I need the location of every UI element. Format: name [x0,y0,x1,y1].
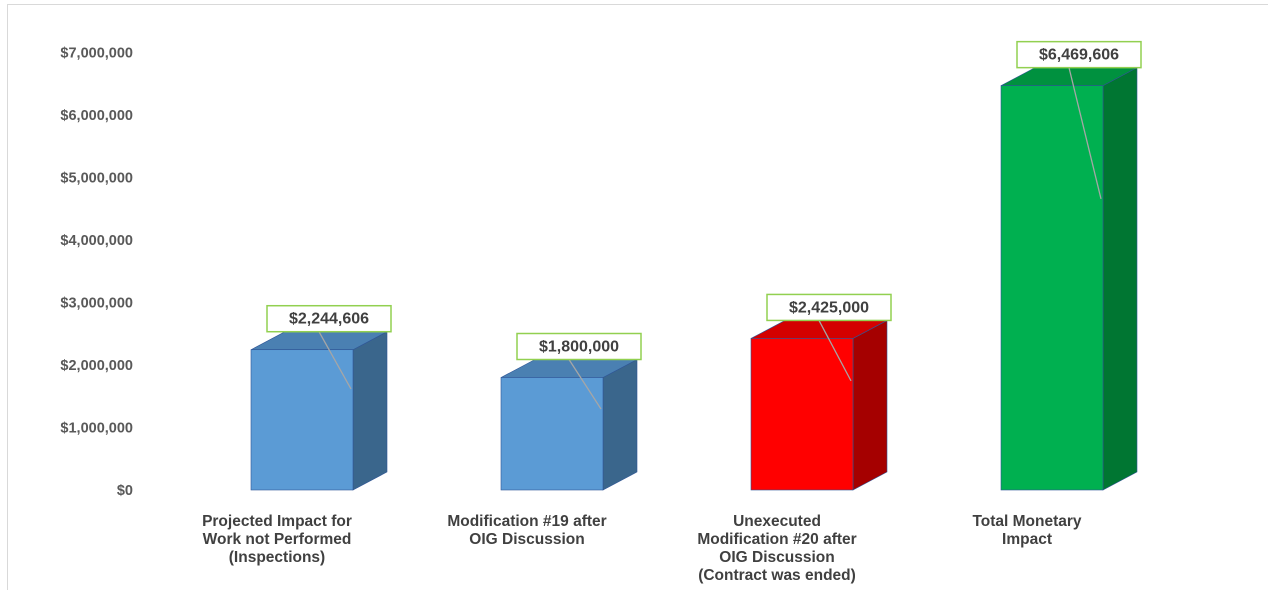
data-label-box [266,304,392,333]
data-label: $2,425,000 [789,299,869,316]
bar-group: $1,800,000 [500,332,642,491]
category-label: Total Monetary Impact [972,513,1081,548]
bar-side [602,359,638,491]
bar [500,377,604,491]
y-tick-label: $6,000,000 [60,108,133,124]
data-label: $6,469,606 [1039,47,1119,64]
data-label-box [516,332,642,361]
y-tick-label: $4,000,000 [60,233,133,249]
bar-group: $6,469,606 [1000,40,1142,491]
leader-line [318,331,352,390]
category-label: Modification #19 after OIG Discussion [447,513,606,548]
leader-line [568,359,602,410]
category-label: Unexecuted Modification #20 after OIG Disc… [697,513,856,584]
data-label-box [1016,40,1142,69]
y-tick-label: $7,000,000 [60,46,133,62]
leader-line [1068,67,1102,200]
bar-side [852,319,888,491]
bar-group: $2,425,000 [750,293,892,491]
bar [1000,85,1104,491]
data-label: $1,800,000 [539,339,619,356]
y-tick-label: $0 [117,483,133,499]
y-tick-label: $5,000,000 [60,171,133,187]
y-tick-label: $1,000,000 [60,421,133,437]
bar-side [1102,67,1138,491]
bar-group: $2,244,606 [250,304,392,491]
y-tick-label: $3,000,000 [60,296,133,312]
leader-line [818,320,852,382]
bar [250,349,354,491]
bar [750,338,854,491]
data-label-box [766,293,892,322]
data-label: $2,244,606 [289,311,369,328]
chart-frame [7,4,1268,590]
bar-side [352,331,388,491]
category-label: Projected Impact for Work not Performed (I… [202,513,352,566]
y-tick-label: $2,000,000 [60,358,133,374]
